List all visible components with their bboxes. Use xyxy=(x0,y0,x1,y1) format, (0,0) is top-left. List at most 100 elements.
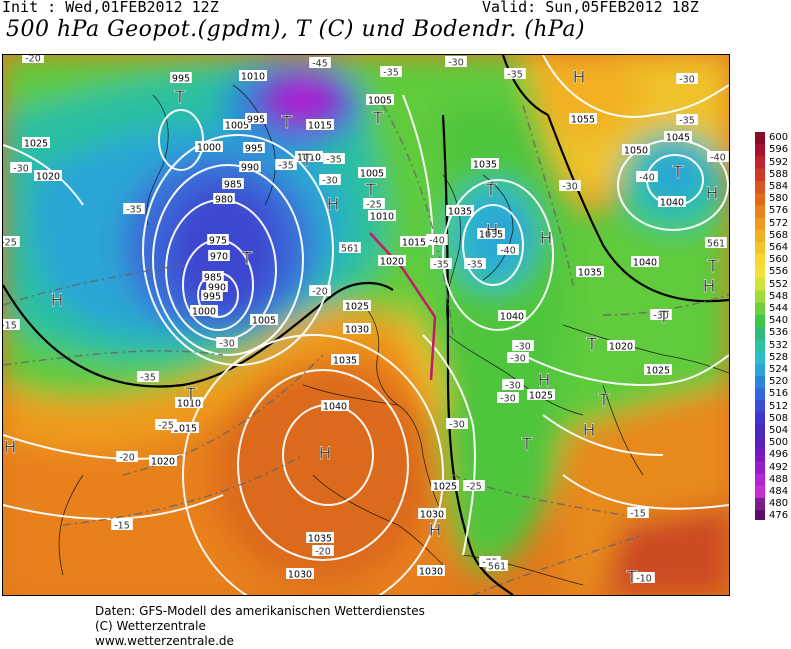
temperature-label-text: -30 xyxy=(322,176,338,187)
legend-color-swatch xyxy=(755,473,765,487)
legend-value-label: 560 xyxy=(769,254,789,266)
temperature-label-box xyxy=(309,57,331,68)
legend-color-swatch xyxy=(755,437,765,450)
legend-value-label: 568 xyxy=(769,229,789,241)
pressure-label-box xyxy=(358,167,386,178)
pressure-label-box xyxy=(295,151,323,162)
legend-value-label: 532 xyxy=(769,339,789,351)
temperature-label-box xyxy=(512,340,534,351)
pressure-label-text: 990 xyxy=(208,283,226,294)
pressure-label: 1055 xyxy=(569,113,597,126)
temperature-label: -15 xyxy=(111,519,133,532)
init-time-label: Init : Wed,01FEB2012 12Z xyxy=(2,0,219,16)
pressure-label-box xyxy=(471,158,499,169)
temperature-label-text: -25 xyxy=(3,238,17,249)
high-pressure-marker: H xyxy=(327,195,340,215)
temperature-label-box xyxy=(446,418,468,429)
legend-value-label: 600 xyxy=(769,132,789,144)
legend-color-swatch xyxy=(755,168,765,182)
pressure-label: 1020 xyxy=(607,340,635,353)
legend-value-label: 580 xyxy=(769,193,789,205)
pressure-label: 995 xyxy=(245,113,267,126)
temperature-label: -35 xyxy=(123,203,145,216)
pressure-label-text: 1030 xyxy=(420,510,444,521)
legend-value-label: 552 xyxy=(769,278,789,290)
temperature-label-text: -40 xyxy=(429,236,445,247)
pressure-label-box xyxy=(498,310,526,321)
pressure-label: 1005 xyxy=(366,94,394,107)
legend-value-label: 596 xyxy=(769,144,789,156)
temperature-label-box xyxy=(636,171,658,182)
temperature-label-box xyxy=(319,174,341,185)
legend-value-label: 516 xyxy=(769,388,789,400)
low-pressure-marker: T xyxy=(626,568,638,588)
high-pressure-marker: H xyxy=(486,221,499,241)
low-pressure-marker: T xyxy=(598,391,610,411)
pressure-label: 990 xyxy=(206,281,228,294)
temperature-label-box xyxy=(463,480,485,491)
high-pressure-marker: H xyxy=(538,371,551,391)
temperature-label: -30 xyxy=(319,174,341,187)
pressure-label: 1030 xyxy=(343,323,371,336)
pressure-label-box xyxy=(201,290,223,301)
temperature-label: -30 xyxy=(507,352,529,365)
temperature-label-box xyxy=(116,451,138,462)
pressure-label-box xyxy=(569,113,597,124)
temperature-label-text: -30 xyxy=(448,58,464,69)
temperature-label: -15 xyxy=(3,319,20,332)
pressure-label-text: 980 xyxy=(215,195,233,206)
pressure-label-text: 1025 xyxy=(646,366,670,377)
temperature-label: -30 xyxy=(445,56,467,69)
pressure-label-box xyxy=(343,300,371,311)
temperature-label: -20 xyxy=(312,545,334,558)
legend-value-label: 508 xyxy=(769,412,789,424)
temperature-label-box xyxy=(3,319,20,330)
pressure-label-text: 1010 xyxy=(241,72,265,83)
legend-value-label: 592 xyxy=(769,156,789,168)
temperature-label-text: 561 xyxy=(341,244,359,255)
pressure-label-box xyxy=(664,131,692,142)
temperature-label: -25 xyxy=(363,198,385,211)
legend-color-swatch xyxy=(755,485,765,499)
pressure-label-box xyxy=(243,142,265,153)
pressure-label-box xyxy=(431,480,459,491)
high-pressure-marker: H xyxy=(540,229,553,249)
temperature-label-text: -15 xyxy=(114,521,130,532)
temperature-label-text: -30 xyxy=(562,182,578,193)
temperature-label-box xyxy=(504,68,526,79)
pressure-label-text: 1015 xyxy=(402,238,426,249)
temperature-label-text: -20 xyxy=(312,287,328,298)
legend-color-swatch xyxy=(755,156,765,170)
legend-value-label: 488 xyxy=(769,473,789,485)
pressure-label-text: 1045 xyxy=(666,133,690,144)
pressure-label-text: 1050 xyxy=(624,146,648,157)
temperature-label-text: -30 xyxy=(219,339,235,350)
pressure-label-text: 1025 xyxy=(345,302,369,313)
pressure-label-text: 995 xyxy=(203,292,221,303)
legend-value-label: 588 xyxy=(769,168,789,180)
pressure-label: 1015 xyxy=(400,236,428,249)
temperature-label-text: -30 xyxy=(505,381,521,392)
temperature-label: -25 xyxy=(3,236,20,249)
pressure-label: 1020 xyxy=(378,255,406,268)
low-pressure-marker: T xyxy=(658,308,670,328)
pressure-label: 980 xyxy=(213,193,235,206)
map-title: 500 hPa Geopot.(gpdm), T (C) und Bodendr… xyxy=(6,17,586,42)
temperature-label-text: -25 xyxy=(466,482,482,493)
low-pressure-marker: T xyxy=(281,113,293,133)
legend-value-label: 584 xyxy=(769,180,789,192)
temperature-label: 561 xyxy=(486,560,508,573)
temperature-label: -20 xyxy=(309,285,331,298)
temperature-label-text: -20 xyxy=(315,547,331,558)
pressure-label: 1010 xyxy=(175,397,203,410)
pressure-label-box xyxy=(22,137,50,148)
pressure-label-text: 1010 xyxy=(297,153,321,164)
pressure-label-text: 1005 xyxy=(225,121,249,132)
pressure-label-box xyxy=(631,256,659,267)
temperature-label-box xyxy=(339,242,361,253)
temperature-labels: -20 -45 -35 -30 -35 -30 -35 -40 -40 -30 -35 -25 -15 -… xyxy=(3,55,729,585)
pressure-label-box xyxy=(644,364,672,375)
temperature-label: -35 xyxy=(676,114,698,127)
legend-value-label: 496 xyxy=(769,449,789,461)
trough-line xyxy=(369,232,437,381)
